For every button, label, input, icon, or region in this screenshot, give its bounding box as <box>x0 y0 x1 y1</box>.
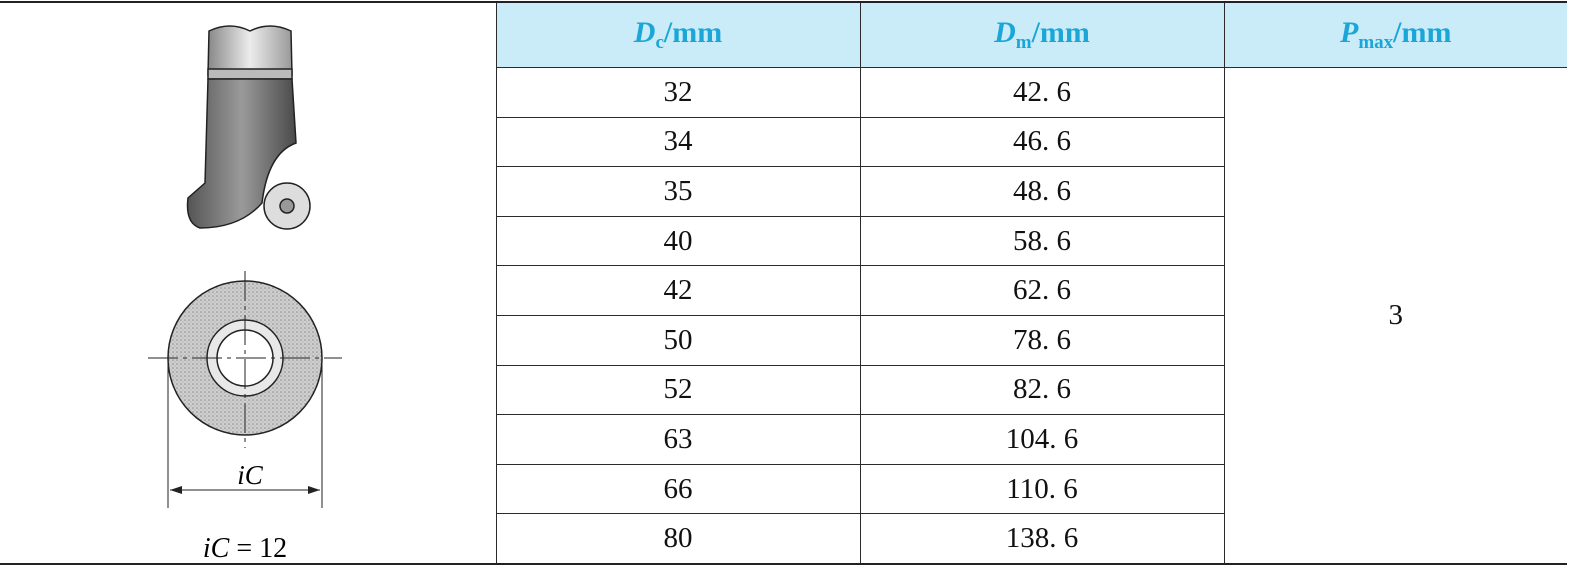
illustration: iC iC = 12 <box>148 25 342 561</box>
table-cell: 80 <box>495 513 861 565</box>
table-cell: 46. 6 <box>859 116 1225 168</box>
data-row: 80 138. 6 <box>0 513 1567 565</box>
column-header: Dm/mm <box>859 1 1225 68</box>
data-row: 52 82. 6 <box>0 364 1567 416</box>
header-unit: /mm <box>1031 16 1090 49</box>
table-cell: 42 <box>495 265 861 316</box>
table-cell: 63 <box>495 414 861 465</box>
figure-caption: iC = 12 <box>203 533 287 561</box>
caption-symbol: iC <box>203 533 230 561</box>
table-cell: 42. 6 <box>859 67 1225 118</box>
table-cell: 58. 6 <box>859 215 1225 267</box>
column-header: Pmax/mm <box>1223 1 1567 68</box>
table-cell: 40 <box>495 215 861 267</box>
table-cell: 48. 6 <box>859 166 1225 217</box>
table-cell: 66 <box>495 463 861 515</box>
header-symbol: D <box>633 16 656 49</box>
header-symbol: D <box>994 16 1016 49</box>
table-cell: 110. 6 <box>859 463 1225 515</box>
table-cell: 82. 6 <box>859 364 1225 416</box>
table-cell: 104. 6 <box>859 414 1225 465</box>
caption-value: = 12 <box>236 533 287 561</box>
dimension-label: iC <box>237 460 264 490</box>
table-cell: 32 <box>495 67 861 118</box>
table-cell: 62. 6 <box>859 265 1225 316</box>
figure-cell: iC iC = 12 <box>0 1 497 565</box>
header-unit: /mm <box>1393 16 1452 49</box>
header-symbol: P <box>1340 16 1359 49</box>
header-subscript: m <box>1015 32 1032 53</box>
data-row: 50 78. 6 <box>0 314 1567 366</box>
tool-drawing <box>186 25 311 230</box>
table-cell: 34 <box>495 116 861 168</box>
table-cell: 50 <box>495 314 861 366</box>
data-row: 63 104. 6 <box>0 414 1567 465</box>
table-cell: 78. 6 <box>859 314 1225 366</box>
table-cell: 138. 6 <box>859 513 1225 565</box>
header-unit: /mm <box>663 16 723 49</box>
data-row: 35 48. 6 <box>0 166 1567 217</box>
table-cell: 52 <box>495 364 861 416</box>
header-subscript: max <box>1358 32 1394 53</box>
column-header: Dc/mm <box>495 1 861 68</box>
data-row: 42 62. 6 <box>0 265 1567 316</box>
pmax-cell: 3 <box>1223 66 1567 565</box>
table-cell: 35 <box>495 166 861 217</box>
header-subscript: c <box>655 32 664 53</box>
insert-drawing <box>148 271 342 508</box>
